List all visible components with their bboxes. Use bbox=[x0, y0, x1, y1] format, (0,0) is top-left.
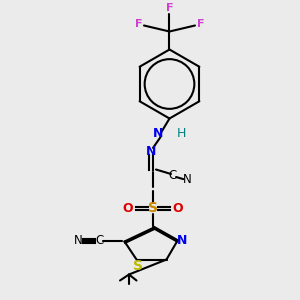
Text: F: F bbox=[166, 3, 173, 13]
Text: S: S bbox=[133, 259, 143, 273]
Text: H: H bbox=[177, 127, 186, 140]
Text: N: N bbox=[146, 145, 156, 158]
Text: C: C bbox=[168, 169, 177, 182]
Text: N: N bbox=[182, 172, 191, 186]
Text: N: N bbox=[177, 234, 187, 247]
Text: C: C bbox=[95, 234, 103, 248]
Text: S: S bbox=[148, 202, 158, 215]
Text: O: O bbox=[172, 202, 183, 215]
Text: O: O bbox=[123, 202, 134, 215]
Text: N: N bbox=[74, 234, 82, 248]
Text: N: N bbox=[153, 127, 163, 140]
Text: F: F bbox=[135, 19, 142, 29]
Text: F: F bbox=[197, 19, 204, 29]
